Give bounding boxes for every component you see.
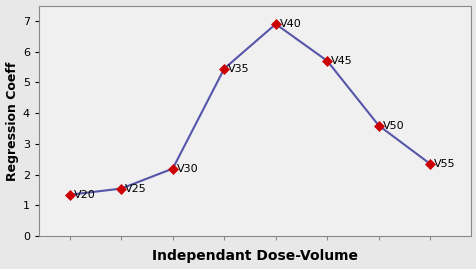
Text: V50: V50 xyxy=(382,121,404,130)
Text: V40: V40 xyxy=(279,19,301,29)
Text: V25: V25 xyxy=(125,183,147,194)
Text: V55: V55 xyxy=(434,159,455,169)
Y-axis label: Regression Coeff: Regression Coeff xyxy=(6,61,19,180)
Text: V20: V20 xyxy=(74,190,96,200)
Text: V30: V30 xyxy=(177,164,198,174)
Text: V45: V45 xyxy=(331,56,352,66)
X-axis label: Independant Dose-Volume: Independant Dose-Volume xyxy=(152,249,357,263)
Text: V35: V35 xyxy=(228,63,249,74)
